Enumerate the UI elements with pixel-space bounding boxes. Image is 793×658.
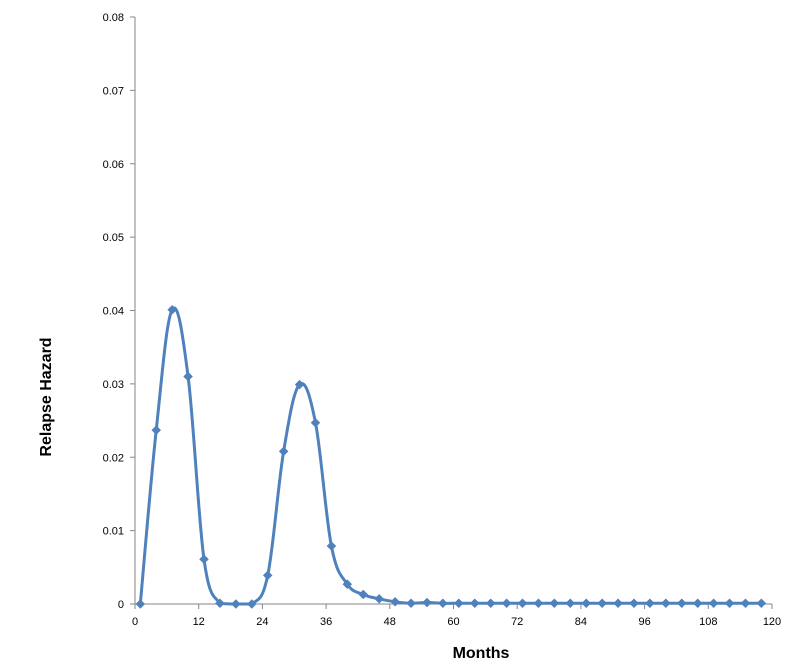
data-point-marker [645, 598, 655, 609]
data-point-marker [629, 598, 639, 609]
data-point-marker [692, 598, 703, 609]
data-point-marker [453, 598, 464, 609]
x-tick-label: 72 [511, 616, 523, 628]
x-tick-label: 84 [575, 616, 587, 628]
data-point-marker [406, 598, 416, 609]
data-point-marker [215, 598, 225, 609]
data-point-marker [262, 570, 273, 581]
x-tick-label: 36 [320, 616, 332, 628]
data-point-marker [597, 598, 607, 609]
x-tick-label: 108 [699, 616, 717, 628]
y-tick-label: 0.07 [103, 85, 124, 97]
y-tick-label: 0 [118, 599, 124, 611]
data-point-marker [438, 598, 448, 609]
series-line [138, 306, 762, 606]
data-point-marker [246, 599, 257, 609]
x-tick-label: 120 [763, 616, 781, 628]
x-tick-label: 0 [132, 616, 138, 628]
data-point-marker [581, 598, 592, 609]
data-point-marker [358, 589, 369, 600]
y-tick-label: 0.04 [103, 306, 124, 318]
data-point-marker [294, 379, 305, 390]
x-tick-label: 48 [384, 616, 396, 628]
y-tick-label: 0.02 [103, 452, 124, 464]
data-point-marker [469, 598, 480, 609]
data-point-marker [740, 598, 751, 609]
y-tick-label: 0.06 [103, 159, 124, 171]
data-point-marker [151, 425, 162, 435]
data-point-marker [549, 598, 560, 609]
data-point-marker [326, 541, 337, 551]
data-point-marker [135, 599, 146, 609]
x-tick-label: 24 [256, 616, 268, 628]
data-point-marker [613, 598, 623, 609]
data-point-marker [231, 599, 241, 609]
data-point-marker [183, 371, 193, 382]
y-axis-title: Relapse Hazard [38, 337, 55, 456]
data-point-marker [501, 598, 512, 609]
y-tick-label: 0.08 [103, 12, 124, 24]
data-point-marker [660, 598, 671, 609]
data-point-marker [756, 598, 767, 609]
data-point-marker [390, 596, 400, 607]
y-axis: 0 0.01 0.02 0.03 0.04 0.05 0.06 0.07 0.08 [103, 12, 136, 611]
data-point-marker [278, 446, 289, 457]
y-tick-label: 0.05 [103, 232, 124, 244]
x-tick-label: 96 [638, 616, 650, 628]
data-point-marker [708, 598, 719, 609]
x-tick-label: 12 [193, 616, 205, 628]
data-point-marker [533, 598, 544, 609]
y-tick-label: 0.01 [103, 526, 124, 538]
data-point-marker [517, 598, 528, 609]
series-layer [135, 304, 767, 609]
x-axis: 0 12 24 36 48 60 72 84 96 108 120 [132, 603, 781, 628]
data-point-marker [199, 554, 209, 565]
x-tick-label: 60 [447, 616, 459, 628]
data-point-marker [724, 598, 735, 609]
data-point-marker [485, 598, 496, 609]
data-point-marker [565, 598, 576, 609]
data-point-marker [167, 304, 178, 315]
data-point-marker [342, 579, 353, 590]
data-point-marker [676, 598, 687, 609]
data-point-marker [310, 417, 321, 428]
data-point-marker [422, 597, 432, 608]
y-tick-label: 0.03 [103, 379, 124, 391]
x-axis-title: Months [453, 645, 510, 658]
data-point-marker [374, 594, 385, 604]
